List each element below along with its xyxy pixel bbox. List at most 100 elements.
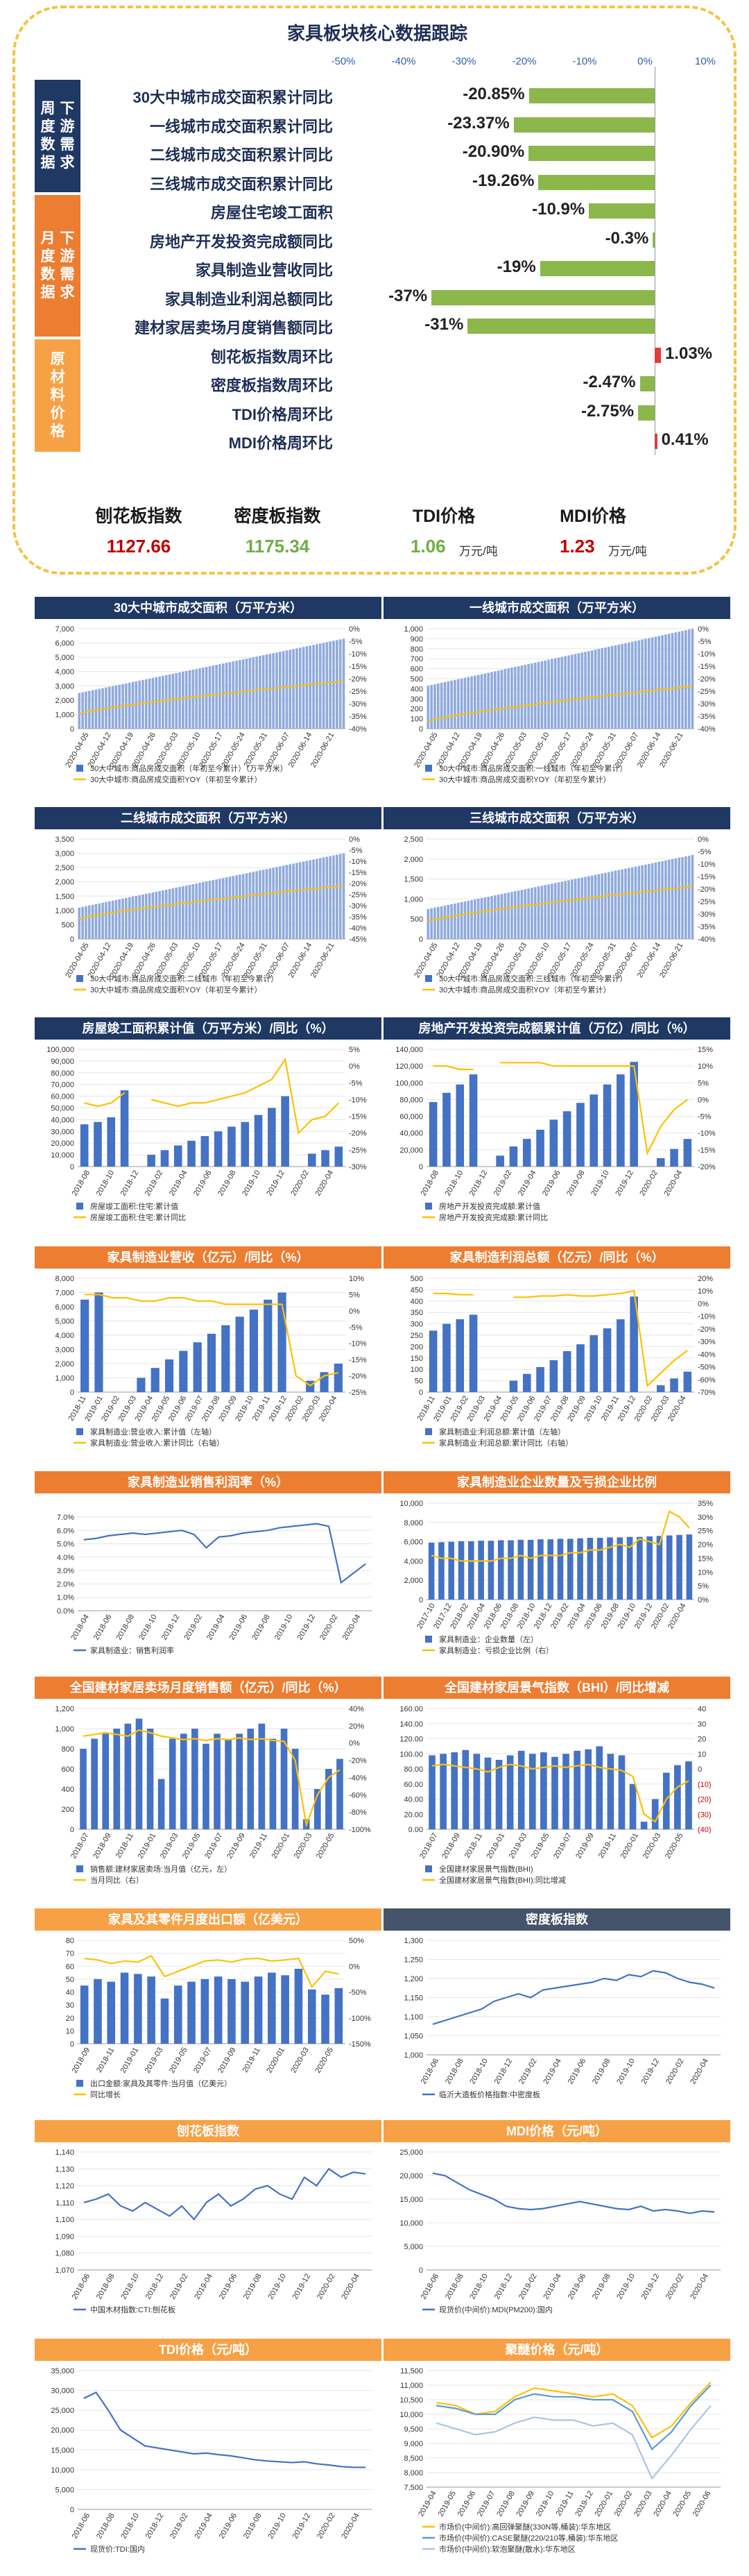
y2-tick-label: -5%: [698, 1113, 712, 1121]
y2-tick-label: 20%: [349, 1722, 364, 1731]
legend-swatch: [76, 1865, 83, 1872]
y-tick-label: 160.00: [399, 1705, 423, 1713]
bar: [187, 1981, 196, 2044]
y-tick-label: 600: [62, 1765, 74, 1774]
y-tick-label: 250: [411, 1332, 423, 1340]
bar: [180, 1734, 187, 1829]
y-tick-label: 120.00: [399, 1736, 423, 1744]
y2-tick-label: -40%: [698, 1350, 716, 1359]
x-tick-label: 2019-08: [242, 2273, 264, 2301]
metric-label: 家具制造业营收同比: [195, 262, 333, 279]
y-tick-label: 700: [411, 655, 423, 663]
x-tick-label: 2020-06-21: [658, 942, 685, 980]
x-tick-label: 2019-11: [241, 2047, 262, 2074]
bar: [175, 672, 178, 729]
bar: [193, 1342, 202, 1392]
metric-bar: [513, 117, 655, 133]
bar: [603, 1328, 612, 1392]
chart-title: TDI价格（元/吨）: [35, 2339, 381, 2361]
bar: [336, 1759, 343, 1829]
x-tick-label: 2020-01: [619, 1832, 641, 1861]
bar: [488, 1541, 494, 1600]
bar: [107, 1981, 116, 2044]
bar: [81, 692, 84, 729]
y2-tick-label: -35%: [698, 923, 716, 931]
bar: [624, 643, 627, 729]
x-tick-label: 2019-09: [515, 2490, 536, 2518]
bar: [500, 894, 503, 939]
chart-title: 房地产开发投资完成额累计值（万亿）/同比（%）: [384, 1017, 730, 1040]
y-tick-label: 0: [419, 725, 423, 734]
bar: [292, 649, 295, 729]
bar: [179, 1350, 188, 1392]
y-tick-label: 80.00: [404, 1765, 423, 1774]
bar: [487, 672, 490, 729]
bar: [618, 1755, 626, 1829]
bar: [671, 858, 674, 939]
y-tick-label: 25,000: [51, 2407, 74, 2415]
series-line: [433, 1065, 474, 1071]
bar: [587, 1538, 594, 1600]
bar: [470, 900, 473, 939]
bar: [85, 691, 87, 729]
y-tick-label: 450: [411, 1286, 423, 1294]
bar: [338, 639, 342, 729]
bar: [567, 655, 570, 729]
series-line: [84, 1092, 126, 1108]
bar: [94, 1292, 103, 1392]
axis-tick-label: -30%: [451, 56, 476, 67]
bar: [547, 1539, 553, 1600]
chart-panel-c13: 家具及其零件月度出口额（亿美元） 0 10 20 30 40 50 60 70 80 50% 0% -5…: [35, 1908, 381, 2113]
bar: [248, 872, 252, 939]
y2-tick-label: 0%: [349, 1740, 360, 1748]
y-tick-label: 80,000: [399, 1096, 423, 1104]
bar: [574, 1750, 580, 1829]
bar: [94, 1978, 102, 2044]
x-tick-label: 2019-06: [218, 2273, 239, 2301]
y-tick-label: 10,000: [399, 1500, 423, 1508]
bar: [487, 897, 490, 939]
bar: [80, 1749, 87, 1829]
y2-tick-label: -5%: [698, 638, 712, 646]
y-tick-label: 80: [66, 1937, 74, 1945]
bar: [617, 870, 621, 939]
series-line: [84, 1954, 339, 1989]
y2-tick-label: -30%: [349, 1163, 367, 1171]
bar: [667, 634, 671, 729]
y-tick-label: 20,000: [399, 1146, 423, 1155]
bar: [594, 874, 597, 939]
chart-title: 二线城市成交面积（万平方米）: [35, 807, 381, 829]
legend-label: 家具制造业：企业数量（左）: [439, 1634, 538, 1644]
y-tick-label: 50,000: [51, 1105, 74, 1113]
x-tick-label: 2019-04: [193, 2512, 214, 2541]
bar: [200, 1136, 209, 1167]
bar: [138, 895, 141, 939]
bar: [205, 881, 208, 939]
bar: [589, 1335, 599, 1392]
chart-panel-c14: 密度板指数 1,000 1,050 1,100 1,150 1,200 1,250 1,300…: [384, 1908, 730, 2113]
bar: [494, 895, 497, 939]
bar: [114, 899, 118, 939]
bar: [443, 681, 447, 729]
y2-tick-label: -5%: [698, 848, 712, 856]
bar: [128, 897, 131, 939]
x-tick-label: 2019-04: [542, 2058, 563, 2086]
x-tick-label: 2018-07: [69, 1832, 91, 1861]
bar: [157, 1779, 165, 1829]
bar: [134, 1974, 142, 2044]
bar: [687, 629, 691, 729]
bar: [269, 1738, 277, 1829]
bar: [272, 653, 275, 729]
bar: [517, 890, 520, 939]
axis-tick-label: -20%: [512, 56, 537, 67]
bar: [235, 1316, 244, 1392]
y2-tick-label: -20%: [698, 1325, 716, 1334]
bar: [208, 666, 212, 729]
bar: [451, 1752, 458, 1829]
metric-label: 建材家居卖场月度销售额同比: [134, 319, 333, 337]
bar: [617, 1319, 625, 1392]
legend-label: 中国木材指数:CTI:刨花板: [90, 2305, 175, 2314]
x-tick-label: 2018-12: [493, 2058, 515, 2086]
x-tick-label: 2019-04: [542, 2273, 563, 2301]
y2-tick-label: -50%: [698, 1364, 716, 1372]
